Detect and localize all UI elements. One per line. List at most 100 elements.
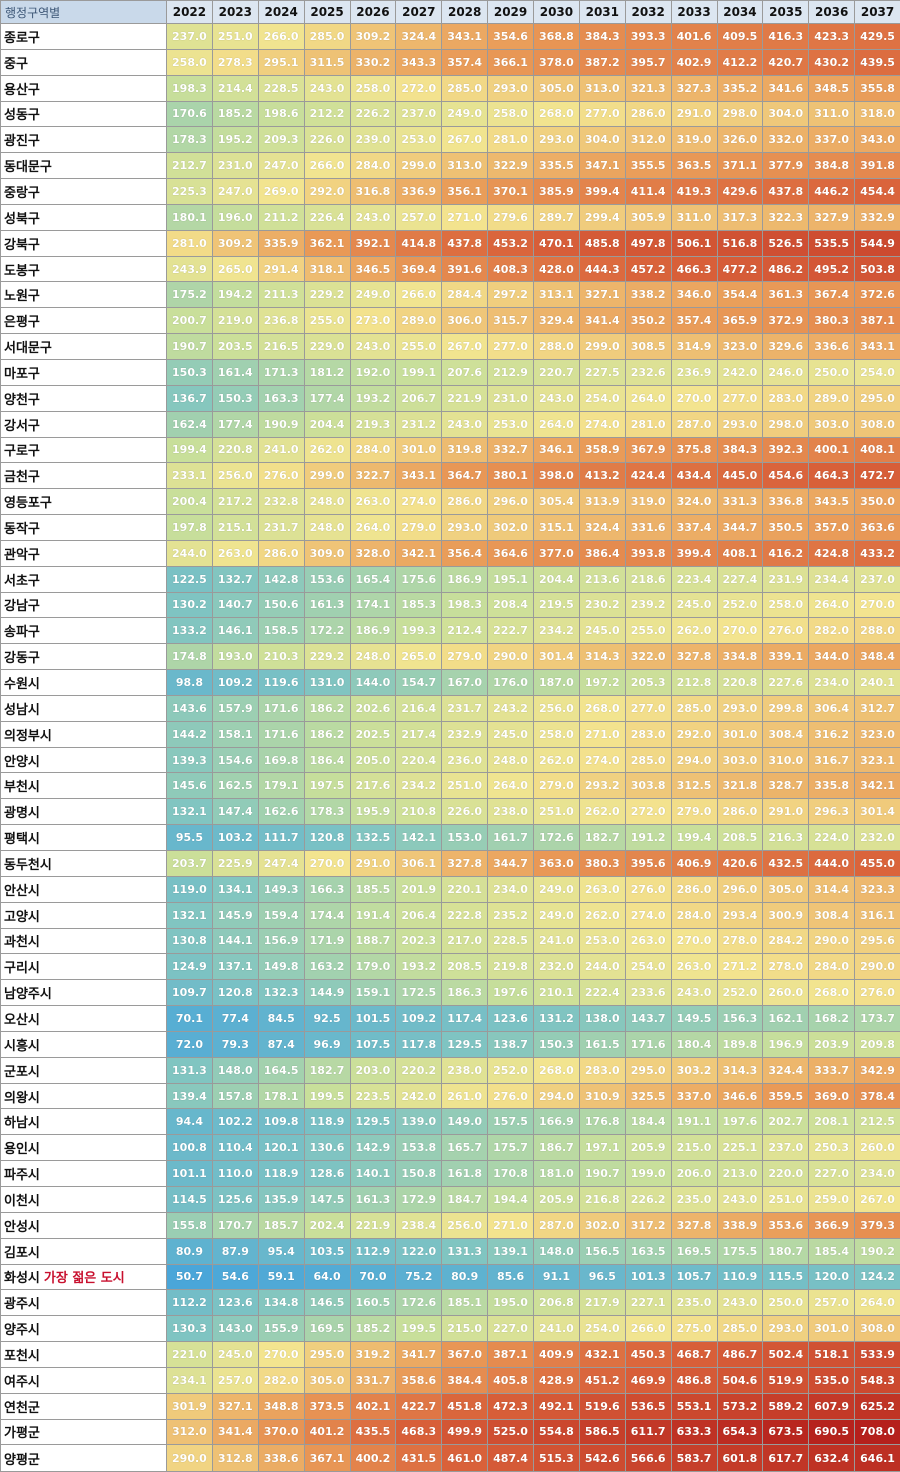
heatmap-cell: 148.0 — [533, 1237, 580, 1265]
region-name: 연천군 — [4, 1400, 40, 1416]
heatmap-cell: 296.0 — [716, 875, 764, 903]
heatmap-cell: 327.9 — [808, 203, 856, 231]
heatmap-cell: 185.2 — [349, 1315, 397, 1343]
heatmap-cell: 279.0 — [670, 798, 718, 826]
heatmap-cell: 187.0 — [533, 669, 580, 696]
heatmap-cell: 367.1 — [303, 1444, 351, 1472]
region-name: 강북구 — [4, 237, 40, 253]
heatmap-cell: 243.2 — [487, 694, 534, 722]
heatmap-cell: 95.5 — [166, 824, 213, 851]
heatmap-cell: 241.0 — [533, 927, 580, 955]
heatmap-cell: 386.4 — [578, 539, 626, 567]
heatmap-cell: 526.5 — [762, 229, 810, 257]
table-row: 평택시 95.5 103.2 111.7 120.8 132.5 142.1 153.0 161… — [0, 824, 900, 851]
heatmap-cell: 294.0 — [533, 1082, 580, 1110]
heatmap-cell: 163.5 — [624, 1237, 672, 1265]
heatmap-cell: 323.0 — [854, 720, 900, 748]
heatmap-cell: 358.6 — [395, 1366, 443, 1394]
heatmap-cell: 226.4 — [303, 203, 351, 231]
heatmap-cell: 177.4 — [211, 410, 259, 438]
heatmap-cell: 289.7 — [533, 203, 580, 231]
heatmap-cell: 94.4 — [166, 1108, 213, 1136]
region-label: 종로구 — [0, 23, 167, 50]
table-row: 포천시 221.0 245.0 270.0 295.0 319.2 341.7 367.0 38… — [0, 1341, 900, 1368]
heatmap-cell: 293.2 — [578, 772, 626, 800]
table-row: 도봉구 243.9 265.0 291.4 318.1 346.5 369.4 391.6 40… — [0, 255, 900, 283]
heatmap-cell: 343.0 — [854, 126, 900, 154]
heatmap-cell: 154.6 — [211, 746, 259, 774]
heatmap-cell: 101.3 — [624, 1263, 672, 1291]
heatmap-cell: 303.2 — [670, 1056, 718, 1084]
heatmap-cell: 190.7 — [578, 1160, 626, 1187]
heatmap-cell: 331.7 — [349, 1366, 397, 1394]
heatmap-cell: 317.3 — [716, 203, 764, 231]
heatmap-cell: 268.0 — [578, 694, 626, 722]
heatmap-cell: 497.8 — [624, 229, 672, 257]
heatmap-cell: 286.0 — [716, 798, 764, 826]
heatmap-cell: 299.0 — [578, 333, 626, 360]
heatmap-cell: 284.0 — [808, 953, 856, 981]
heatmap-cell: 297.2 — [487, 281, 534, 309]
region-label: 강동구 — [0, 643, 167, 671]
heatmap-cell: 284.0 — [670, 901, 718, 929]
heatmap-cell: 266.0 — [395, 281, 443, 309]
heatmap-cell: 533.9 — [854, 1341, 900, 1368]
heatmap-cell: 485.8 — [578, 229, 626, 257]
heatmap-cell: 260.0 — [762, 979, 810, 1007]
heatmap-cell: 231.7 — [257, 514, 305, 541]
heatmap-cell: 281.0 — [624, 410, 672, 438]
heatmap-cell: 199.1 — [395, 358, 443, 386]
heatmap-cell: 64.0 — [303, 1263, 351, 1291]
heatmap-cell: 270.0 — [670, 927, 718, 955]
heatmap-cell: 461.0 — [441, 1444, 489, 1472]
heatmap-cell: 199.4 — [166, 436, 213, 464]
heatmap-cell: 416.2 — [762, 539, 810, 567]
region-name: 안성시 — [4, 1219, 40, 1235]
region-name: 포천시 — [4, 1348, 40, 1364]
heatmap-cell: 348.4 — [854, 643, 900, 671]
heatmap-cell: 372.6 — [854, 281, 900, 309]
heatmap-cell: 391.8 — [854, 152, 900, 180]
heatmap-cell: 354.4 — [716, 281, 764, 309]
heatmap-cell: 214.4 — [211, 74, 259, 102]
heatmap-cell: 197.1 — [578, 1134, 626, 1162]
heatmap-cell: 262.0 — [303, 436, 351, 464]
heatmap-cell: 373.5 — [303, 1392, 351, 1420]
heatmap-cell: 221.0 — [166, 1341, 213, 1368]
table-row: 영등포구 200.4 217.2 232.8 248.0 263.0 274.0 286.0 2… — [0, 488, 900, 516]
heatmap-cell: 319.2 — [349, 1341, 397, 1368]
region-label: 마포구 — [0, 358, 167, 386]
heatmap-cell: 336.6 — [808, 333, 856, 360]
heatmap-cell: 316.1 — [854, 901, 900, 929]
region-label: 은평구 — [0, 307, 167, 335]
heatmap-cell: 361.3 — [762, 281, 810, 309]
heatmap-cell: 633.3 — [670, 1418, 718, 1446]
heatmap-cell: 266.0 — [624, 1315, 672, 1343]
table-row: 종로구 237.0 251.0 266.0 285.0 309.2 324.4 343.1 35… — [0, 23, 900, 50]
heatmap-cell: 156.3 — [716, 1005, 764, 1032]
heatmap-cell: 234.1 — [166, 1366, 213, 1394]
heatmap-cell: 80.9 — [441, 1263, 489, 1291]
heatmap-cell: 380.1 — [487, 462, 534, 490]
heatmap-cell: 100.8 — [166, 1134, 213, 1162]
table-row: 수원시 98.8 109.2 119.6 131.0 144.0 154.7 167.0 176… — [0, 669, 900, 696]
region-label: 용산구 — [0, 74, 167, 102]
heatmap-cell: 247.4 — [257, 850, 305, 877]
region-label: 시흥시 — [0, 1030, 167, 1058]
heatmap-cell: 367.0 — [441, 1341, 489, 1368]
heatmap-cell: 139.3 — [166, 746, 213, 774]
heatmap-cell: 211.3 — [257, 281, 305, 309]
region-name: 군포시 — [4, 1064, 40, 1080]
heatmap-cell: 232.0 — [854, 824, 900, 851]
region-name: 동작구 — [4, 521, 40, 537]
heatmap-cell: 149.0 — [441, 1108, 489, 1136]
heatmap-cell: 322.3 — [762, 203, 810, 231]
corner-label: 행정구역별 — [0, 0, 167, 24]
heatmap-cell: 301.4 — [854, 798, 900, 826]
heatmap-cell: 212.7 — [166, 152, 213, 180]
heatmap-cell: 146.1 — [211, 617, 259, 645]
heatmap-cell: 429.5 — [854, 23, 900, 50]
heatmap-cell: 147.5 — [303, 1185, 351, 1213]
heatmap-cell: 287.0 — [533, 1211, 580, 1239]
heatmap-cell: 343.1 — [854, 333, 900, 360]
